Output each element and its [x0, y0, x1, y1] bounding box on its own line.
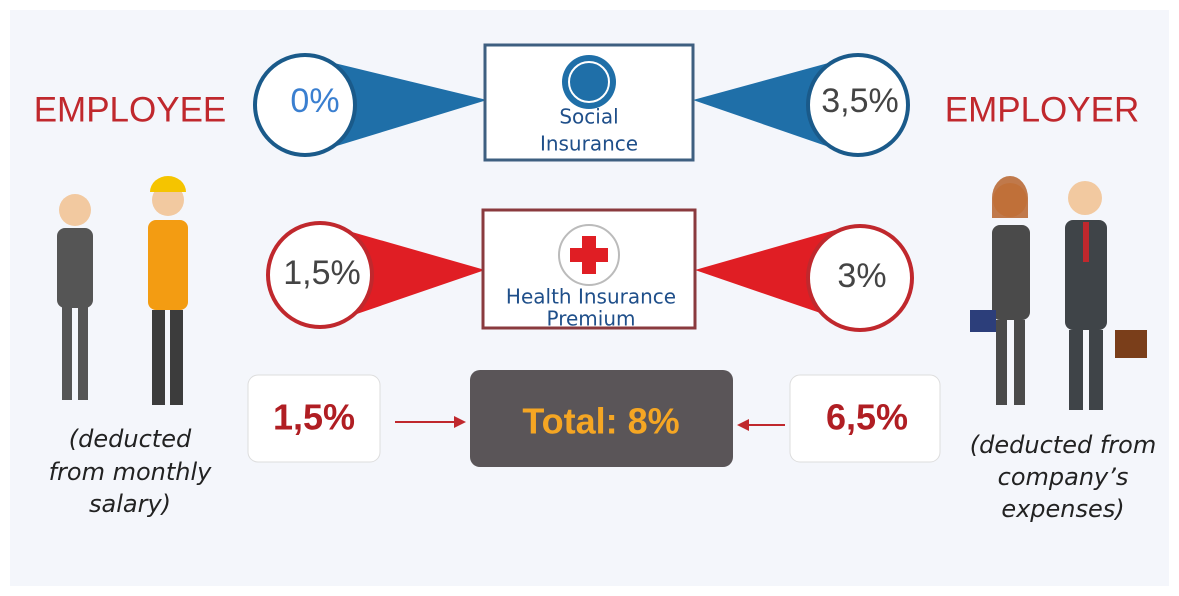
rate: 3,5% — [821, 82, 899, 120]
logo — [562, 55, 616, 109]
rate: 1,5% — [283, 254, 361, 292]
box-title: Premium — [547, 307, 636, 331]
box-title: Health Insurance — [506, 285, 676, 309]
total-value: 1,5% — [273, 397, 355, 438]
employer-note: (deducted from — [970, 431, 1156, 459]
grand-total: Total: 8% — [522, 401, 679, 442]
rate: 0% — [290, 82, 339, 120]
employee-label: EMPLOYEE — [34, 90, 227, 129]
employee-note: from monthly — [49, 458, 213, 486]
rate: 3% — [837, 257, 886, 295]
employer-label: EMPLOYER — [945, 90, 1140, 129]
employee-note: (deducted — [69, 425, 192, 453]
box-title: Social — [559, 105, 618, 129]
infographic: EMPLOYEE EMPLOYER 0% 3,5% Social Insuran… — [0, 0, 1179, 596]
employee-note: salary) — [89, 490, 171, 518]
box-title: Insurance — [540, 132, 638, 156]
total-value: 6,5% — [826, 397, 908, 438]
employer-note: expenses) — [1001, 495, 1124, 523]
employer-note: company’s — [998, 463, 1129, 491]
